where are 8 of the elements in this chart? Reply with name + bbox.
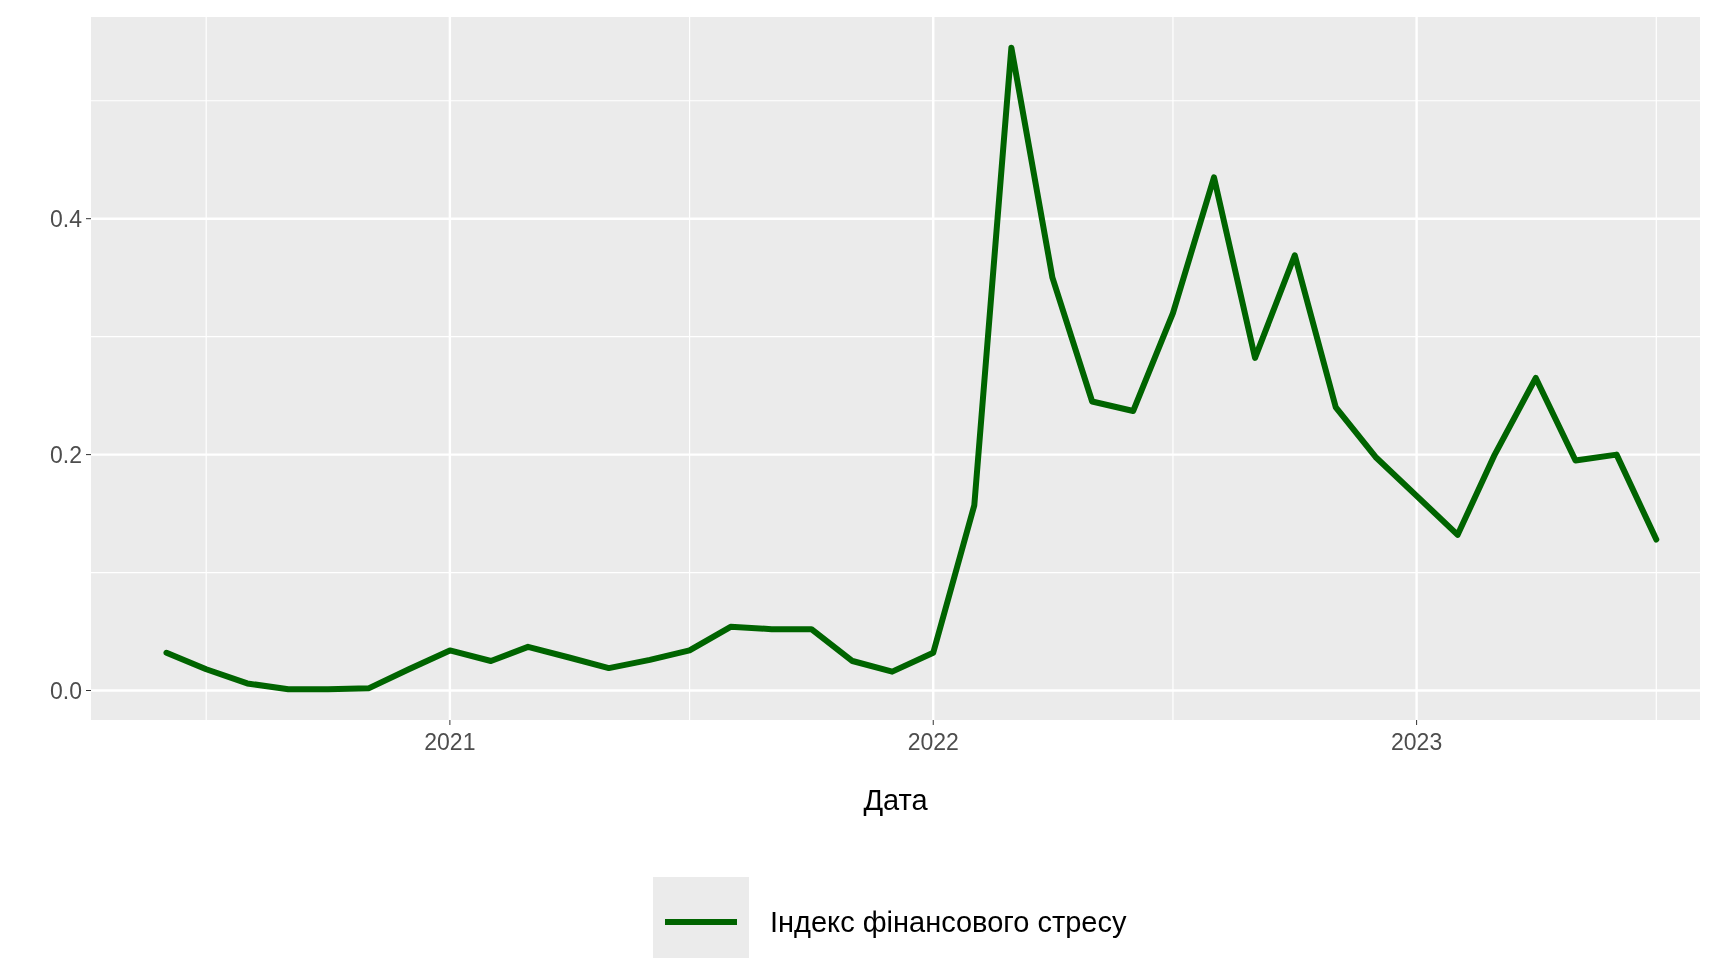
x-axis-title: Дата — [863, 784, 929, 816]
y-tick-label: 0.0 — [50, 677, 82, 704]
x-tick-label: 2021 — [424, 729, 476, 755]
y-tick-label: 0.4 — [50, 205, 83, 232]
legend-label: Індекс фінансового стресу — [770, 906, 1127, 939]
y-tick-label: 0.2 — [50, 441, 82, 468]
x-tick-label: 2023 — [1391, 729, 1443, 755]
x-tick-label: 2022 — [907, 729, 959, 755]
